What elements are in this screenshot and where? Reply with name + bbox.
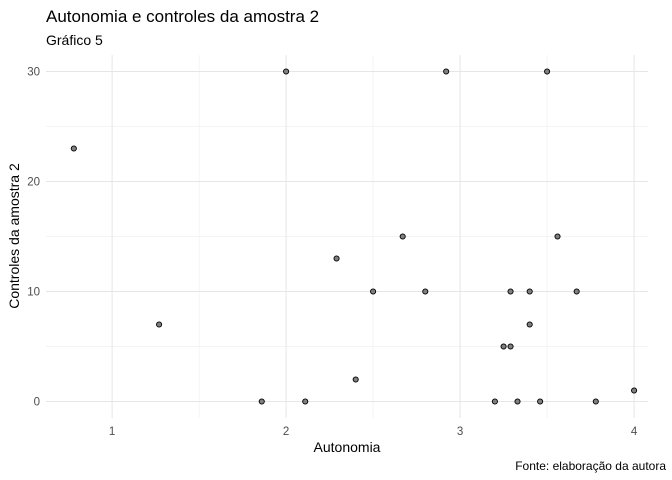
scatter-point (507, 288, 514, 295)
y-axis-title: Controles da amostra 2 (6, 163, 22, 309)
x-tick-label: 1 (109, 426, 115, 438)
y-tick-label: 20 (27, 177, 40, 189)
chart-subtitle: Gráfico 5 (46, 32, 103, 48)
y-tick-label: 10 (27, 287, 40, 299)
x-tick-label: 4 (631, 426, 638, 438)
scatter-point (592, 398, 599, 405)
x-tick-label: 3 (457, 426, 463, 438)
grid-lines (46, 55, 648, 418)
scatter-point (526, 321, 533, 328)
scatter-point (537, 398, 544, 405)
scatter-point (283, 68, 290, 75)
scatter-point (631, 387, 638, 394)
scatter-point (333, 255, 340, 262)
y-axis-ticks: 0 10 20 30 (27, 67, 40, 409)
scatter-point (443, 68, 450, 75)
scatter-point (352, 376, 359, 383)
scatter-point (573, 288, 580, 295)
scatter-point (156, 321, 163, 328)
x-axis-title: Autonomia (314, 439, 381, 455)
y-tick-label: 30 (27, 67, 40, 79)
scatter-point (302, 398, 309, 405)
scatter-point (258, 398, 265, 405)
scatter-point (526, 288, 533, 295)
data-points (70, 68, 638, 405)
scatter-point (491, 398, 498, 405)
scatter-point (399, 233, 406, 240)
scatter-point (370, 288, 377, 295)
scatter-point (422, 288, 429, 295)
x-axis-ticks: 1 2 3 4 (109, 426, 638, 438)
chart-caption: Fonte: elaboração da autora (515, 459, 666, 473)
scatter-point (514, 398, 521, 405)
x-tick-label: 2 (283, 426, 289, 438)
scatter-point (544, 68, 551, 75)
scatter-point (507, 343, 514, 350)
scatter-point (554, 233, 561, 240)
scatter-point (500, 343, 507, 350)
chart-title: Autonomia e controles da amostra 2 (46, 7, 320, 26)
y-tick-label: 0 (34, 397, 40, 409)
scatter-point (70, 145, 77, 152)
